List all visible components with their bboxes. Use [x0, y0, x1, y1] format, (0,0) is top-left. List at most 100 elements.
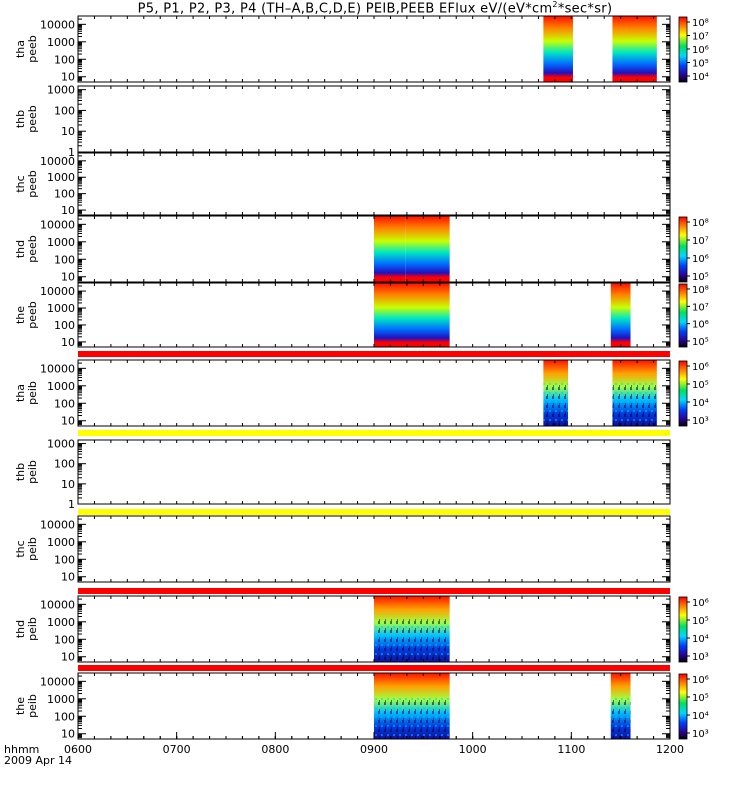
data-texture: [374, 619, 450, 662]
y-tick-label: 10: [61, 125, 75, 138]
colorbar-label: 10³: [692, 652, 709, 663]
x-tick-label: 0900: [360, 743, 388, 756]
x-tick-label: 0700: [163, 743, 191, 756]
y-tick-label: 1000: [47, 84, 75, 97]
panel-label-product: peeb: [26, 35, 39, 63]
status-bar: [78, 430, 670, 436]
panel-label-probe: thc: [14, 175, 27, 192]
colorbar: [678, 360, 688, 427]
y-tick-label: 10: [61, 271, 75, 284]
panel-label-probe: tha: [14, 384, 27, 402]
x-tick-label: 1100: [557, 743, 585, 756]
y-tick-label: 10: [61, 336, 75, 349]
colorbar-label: 10⁵: [692, 380, 709, 391]
y-tick-label: 1: [68, 498, 75, 511]
y-tick-label: 1000: [47, 171, 75, 184]
y-tick-label: 100: [54, 104, 75, 117]
colorbar-label: 10⁸: [692, 285, 709, 296]
data-texture: [610, 696, 631, 739]
colorbar: [678, 216, 688, 283]
panel-thb-peeb: 1 10 100 1000 thb peeb: [14, 84, 671, 159]
panel-label-product: peib: [26, 694, 39, 718]
panel-frame: [77, 152, 671, 216]
y-tick-label: 1000: [47, 693, 75, 706]
y-tick-label: 1000: [47, 236, 75, 249]
y-tick-label: 1000: [47, 438, 75, 451]
data-texture: [612, 383, 657, 426]
y-tick-label: 1000: [47, 380, 75, 393]
y-tick-label: 10: [61, 651, 75, 664]
colorbar-label: 10⁶: [692, 254, 709, 265]
colorbar-label: 10⁸: [692, 18, 709, 29]
panel-tha-peib: 10 100 1000 10000 tha peib 10³ 10⁴ 10⁵ 10⁶: [14, 359, 709, 428]
colorbar-label: 10⁵: [692, 59, 709, 70]
colorbar-label: 10⁸: [692, 218, 709, 229]
y-tick-label: 10: [61, 728, 75, 741]
colorbar-label: 10⁴: [692, 398, 709, 409]
x-axis-label: hhmm: [4, 743, 39, 756]
panel-label-probe: thb: [14, 463, 27, 481]
y-tick-label: 10000: [40, 18, 75, 31]
status-bar: [78, 509, 670, 515]
data-block: [405, 216, 450, 282]
colorbar-label: 10⁶: [692, 45, 709, 56]
y-tick-label: 1000: [47, 536, 75, 549]
y-tick-label: 1: [68, 146, 75, 159]
panel-label-product: peib: [26, 617, 39, 641]
y-tick-label: 100: [54, 53, 75, 66]
colorbar-label: 10⁶: [692, 598, 709, 609]
panel-thb-peib: 1 10 100 1000 thb peib: [14, 438, 671, 511]
panel-label-probe: thd: [14, 620, 27, 638]
x-axis-date: 2009 Apr 14: [4, 754, 72, 767]
colorbar-label: 10⁶: [692, 362, 709, 373]
panel-label-probe: thd: [14, 240, 27, 258]
y-tick-label: 10000: [40, 155, 75, 168]
colorbar-label: 10⁵: [692, 337, 709, 348]
data-texture: [543, 383, 569, 426]
panel-label-product: peeb: [26, 105, 39, 133]
colorbar-label: 10⁴: [692, 72, 709, 83]
y-tick-label: 100: [54, 710, 75, 723]
data-block: [374, 283, 450, 347]
y-tick-label: 100: [54, 319, 75, 332]
x-tick-label: 0600: [64, 743, 92, 756]
panel-thc-peib: 10 100 1000 10000 thc peib: [14, 515, 671, 584]
colorbar-label: 10⁶: [692, 675, 709, 686]
panel-label-probe: the: [14, 697, 27, 715]
data-texture: [374, 696, 450, 739]
colorbar-label: 10³: [692, 729, 709, 740]
colorbar-label: 10⁵: [692, 693, 709, 704]
colorbar-label: 10³: [692, 416, 709, 427]
y-tick-label: 10: [61, 71, 75, 84]
y-tick-label: 10: [61, 204, 75, 217]
colorbar: [678, 596, 688, 663]
y-tick-label: 100: [54, 188, 75, 201]
panel-frame: [77, 439, 671, 505]
y-tick-label: 1000: [47, 302, 75, 315]
status-bar: [78, 588, 670, 594]
panel-thd-peeb: 10 100 1000 10000 thd peeb 10⁵ 10⁶ 10⁷ 10⁸: [14, 215, 709, 284]
colorbar-label: 10⁷: [692, 32, 709, 43]
panel-label-product: peib: [26, 460, 39, 484]
panel-thc-peeb: 10 100 1000 10000 thc peeb: [14, 152, 671, 217]
y-tick-label: 1000: [47, 616, 75, 629]
y-tick-label: 100: [54, 633, 75, 646]
colorbar-label: 10⁵: [692, 616, 709, 627]
panel-label-probe: the: [14, 306, 27, 324]
panel-label-product: peib: [26, 537, 39, 561]
status-bar: [78, 665, 670, 671]
data-block: [610, 283, 631, 347]
panel-label-probe: tha: [14, 40, 27, 58]
colorbar-label: 10⁷: [692, 302, 709, 313]
y-tick-label: 100: [54, 253, 75, 266]
panel-frame: [77, 359, 671, 427]
chart-title: P5, P1, P2, P3, P4 (TH–A,B,C,D,E) PEIB,P…: [137, 0, 613, 17]
panel-the-peeb: 10 100 1000 10000 the peeb 10⁵ 10⁶ 10⁷ 10⁸: [14, 282, 709, 349]
colorbar: [678, 16, 688, 83]
data-block: [374, 216, 406, 282]
y-tick-label: 10000: [40, 598, 75, 611]
panel-label-product: peeb: [26, 170, 39, 198]
panel-frame: [77, 15, 671, 83]
y-tick-label: 10: [61, 571, 75, 584]
